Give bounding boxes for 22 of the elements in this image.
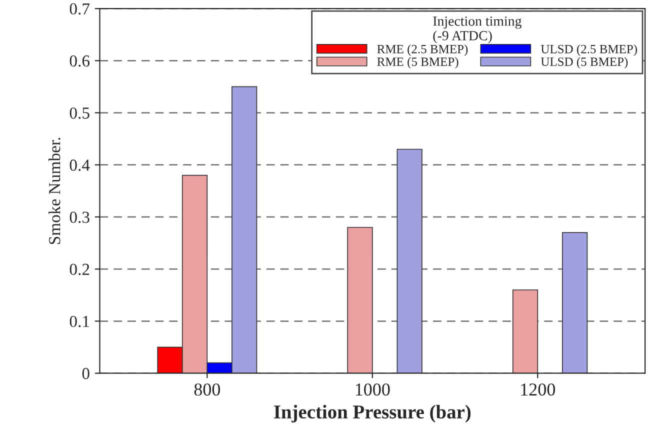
y-tick-label: 0.5 bbox=[70, 107, 90, 119]
x-tick-label: 800 bbox=[194, 383, 220, 396]
y-tick-label: 0.1 bbox=[70, 316, 90, 328]
y-tick-label: 0.6 bbox=[70, 55, 90, 67]
y-tick-label: 0 bbox=[82, 368, 90, 380]
bar bbox=[347, 226, 373, 374]
legend-label: RME (2.5 BMEP) bbox=[377, 44, 468, 56]
bar bbox=[396, 148, 422, 374]
y-axis-title: Smoke Number. bbox=[48, 138, 60, 244]
x-axis-title: Injection Pressure (bar) bbox=[274, 404, 471, 423]
legend-title: Injection timing (-9 ATDC) bbox=[433, 16, 522, 44]
bar bbox=[562, 232, 588, 374]
y-tick-label: 0.3 bbox=[70, 212, 90, 223]
y-tick-label: 0.2 bbox=[70, 264, 90, 276]
x-tick-label: 1200 bbox=[521, 383, 556, 396]
x-tick-label: 1000 bbox=[356, 383, 390, 396]
y-tick-label: 0.7 bbox=[70, 3, 90, 15]
y-tick-label: 0.4 bbox=[70, 160, 90, 171]
legend-label: ULSD (2.5 BMEP) bbox=[540, 44, 638, 56]
legend-label: ULSD (5 BMEP) bbox=[540, 57, 628, 69]
legend-label: RME (5 BMEP) bbox=[377, 57, 458, 69]
bar bbox=[512, 289, 538, 374]
